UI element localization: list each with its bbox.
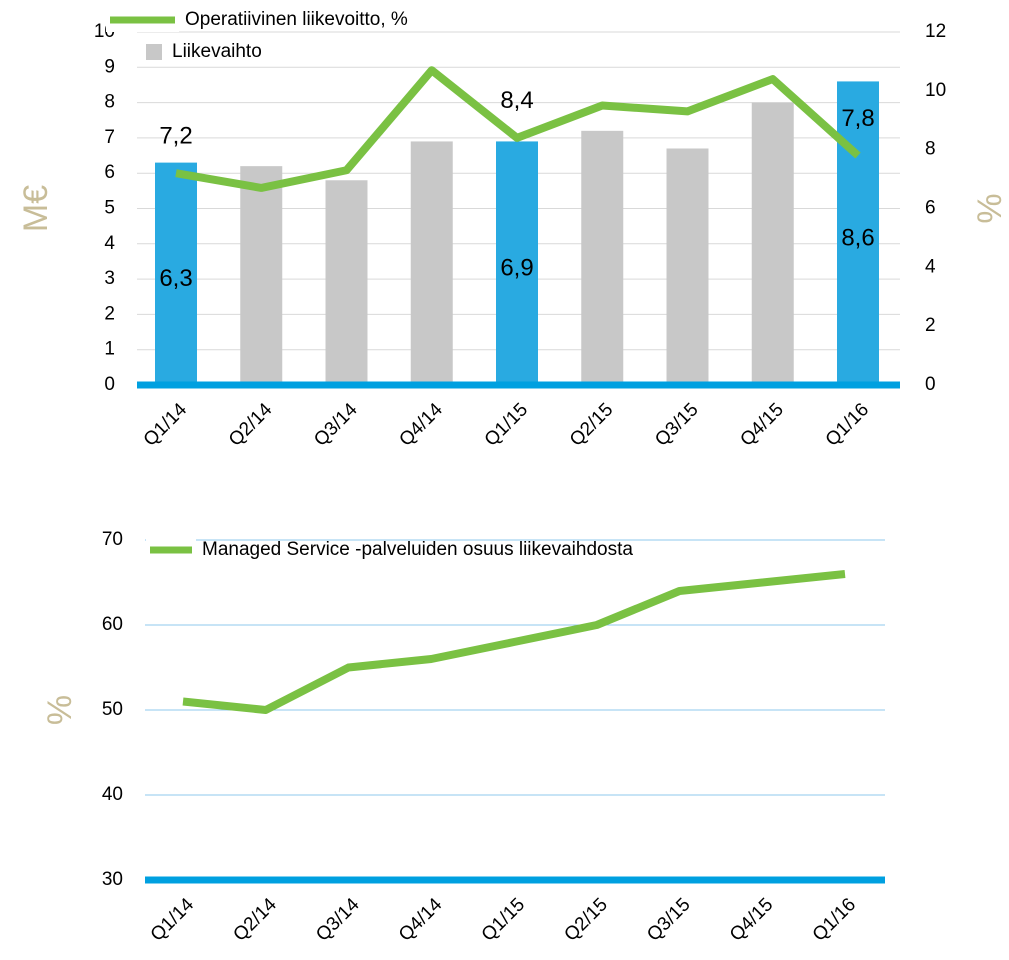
y-tick-label: 70 xyxy=(102,529,123,550)
bar xyxy=(155,162,197,385)
legend-label: Operatiivinen liikevoitto, % xyxy=(185,9,408,30)
x-tick-label: Q4/15 xyxy=(726,894,777,945)
y-tick-label: 7 xyxy=(104,127,115,148)
legend-swatch xyxy=(146,44,162,60)
y2-axis-label: % xyxy=(971,193,1009,223)
y2-tick-label: 0 xyxy=(925,374,936,395)
data-label: 6,9 xyxy=(500,255,533,282)
x-tick-label: Q1/16 xyxy=(809,894,860,945)
bar xyxy=(496,141,538,385)
y-tick-label: 40 xyxy=(102,784,123,805)
x-tick-label: Q2/15 xyxy=(560,894,611,945)
y2-tick-label: 10 xyxy=(925,80,946,101)
legend-label: Managed Service -palveluiden osuus liike… xyxy=(202,539,633,560)
y2-tick-label: 8 xyxy=(925,139,936,160)
x-tick-label: Q4/14 xyxy=(395,399,447,451)
data-label: 8,4 xyxy=(500,87,533,114)
legend-label: Liikevaihto xyxy=(172,41,262,62)
y2-tick-label: 2 xyxy=(925,315,936,336)
x-tick-label: Q4/15 xyxy=(736,399,787,450)
y-tick-label: 0 xyxy=(104,374,115,395)
y-axis-label: M€ xyxy=(17,185,55,232)
y-tick-label: 4 xyxy=(104,233,115,254)
y-tick-label: 2 xyxy=(104,303,115,324)
y-tick-label: 9 xyxy=(104,56,115,77)
x-tick-label: Q1/14 xyxy=(147,894,199,946)
y-tick-label: 3 xyxy=(104,268,115,289)
bar xyxy=(240,166,283,385)
y-tick-label: 8 xyxy=(104,92,115,113)
bar xyxy=(666,148,709,385)
data-label: 6,3 xyxy=(159,265,192,292)
y-axis-label: % xyxy=(41,695,79,725)
data-label: 7,2 xyxy=(159,123,192,150)
x-tick-label: Q2/14 xyxy=(229,894,281,946)
y-tick-label: 1 xyxy=(104,339,115,360)
y-tick-label: 6 xyxy=(104,162,115,183)
x-tick-label: Q1/15 xyxy=(481,399,532,450)
x-tick-label: Q1/14 xyxy=(140,399,192,451)
x-tick-label: Q4/14 xyxy=(395,894,447,946)
y2-tick-label: 6 xyxy=(925,198,936,219)
x-tick-label: Q1/16 xyxy=(822,399,873,450)
x-tick-label: Q2/15 xyxy=(566,399,617,450)
bar xyxy=(581,130,624,385)
x-tick-label: Q2/14 xyxy=(225,399,277,451)
y2-tick-label: 4 xyxy=(925,256,936,277)
bar xyxy=(410,141,453,385)
y-tick-label: 5 xyxy=(104,198,115,219)
y-tick-label: 30 xyxy=(102,869,123,890)
line xyxy=(182,570,846,714)
bar xyxy=(751,102,794,385)
line xyxy=(175,66,861,192)
y-tick-label: 50 xyxy=(102,699,123,720)
x-tick-label: Q3/15 xyxy=(643,894,694,945)
x-tick-label: Q3/14 xyxy=(312,894,364,946)
x-tick-label: Q3/14 xyxy=(310,399,362,451)
y-tick-label: 60 xyxy=(102,614,123,635)
y2-tick-label: 12 xyxy=(925,21,946,42)
data-label: 7,8 xyxy=(841,105,874,132)
x-tick-label: Q1/15 xyxy=(478,894,529,945)
bar xyxy=(837,81,879,386)
x-tick-label: Q3/15 xyxy=(651,399,702,450)
bar xyxy=(325,180,368,385)
data-label: 8,6 xyxy=(841,225,874,252)
